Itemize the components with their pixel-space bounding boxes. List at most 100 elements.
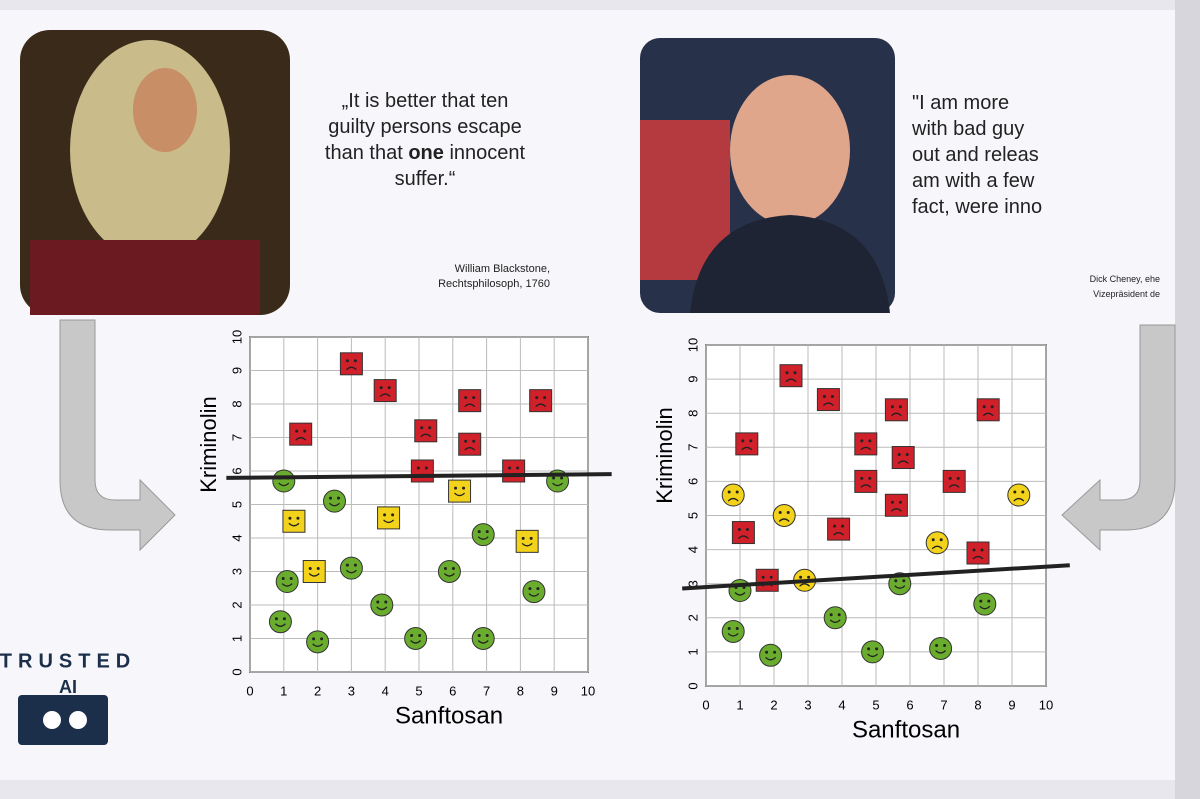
marker [377, 506, 401, 530]
eye [948, 476, 952, 480]
eye [443, 567, 447, 570]
x-axis-label: Sanftosan [395, 702, 503, 729]
data-point [884, 398, 908, 422]
quote-line: out and releas [912, 142, 1042, 168]
data-point [289, 422, 313, 446]
data-point [437, 560, 461, 583]
eye [868, 439, 872, 443]
eye [778, 511, 782, 514]
x-tick-label: 9 [1008, 697, 1015, 712]
eye [295, 429, 299, 433]
eye [274, 617, 278, 621]
data-point [448, 479, 472, 503]
marker [823, 606, 847, 630]
eye [376, 600, 380, 604]
mouth [420, 433, 432, 438]
y-tick-label: 5 [685, 512, 700, 519]
eye [472, 439, 476, 443]
eye [508, 466, 512, 470]
data-point [522, 580, 546, 604]
marker [323, 489, 346, 513]
quote-text: guilty persons escape [328, 116, 522, 138]
y-tick-label: 3 [685, 580, 700, 587]
data-point [731, 521, 755, 545]
x-tick-label: 1 [736, 697, 743, 712]
author-text: Vizepräsident de [1093, 289, 1160, 299]
eye [420, 426, 424, 430]
eye [860, 439, 864, 443]
x-tick-label: 6 [906, 697, 913, 712]
y-tick-label: 0 [685, 682, 700, 689]
eye [477, 530, 481, 534]
logo-top: TRUSTED [0, 650, 136, 672]
eye [464, 396, 468, 400]
mouth [737, 535, 749, 540]
mouth [443, 573, 455, 577]
y-tick-label: 10 [685, 338, 700, 352]
eye [462, 486, 466, 490]
eye [987, 599, 991, 603]
data-point [755, 568, 779, 592]
mouth [376, 606, 388, 611]
robot [18, 695, 108, 745]
x-axis-label: Sanftosan [852, 716, 960, 743]
y-tick-label: 7 [685, 444, 700, 451]
eye [956, 476, 960, 480]
mouth [383, 519, 395, 524]
eye [1013, 490, 1017, 494]
eye [765, 650, 769, 654]
x-tick-label: 0 [702, 697, 709, 712]
x-tick-label: 1 [280, 683, 287, 698]
data-point [884, 493, 908, 517]
data-point [339, 556, 363, 580]
y-tick-label: 1 [229, 635, 244, 642]
eye [424, 466, 428, 470]
marker [306, 630, 330, 654]
marker [515, 529, 539, 553]
eye [749, 439, 753, 443]
marker [1007, 483, 1031, 507]
eye [308, 567, 312, 570]
mouth [765, 656, 777, 661]
eye [867, 647, 871, 651]
marker [502, 459, 526, 483]
mouth [890, 412, 902, 417]
eye [320, 637, 324, 641]
data-point [323, 489, 346, 513]
mouth [935, 650, 947, 654]
mouth [295, 437, 307, 441]
eye [807, 575, 811, 579]
mouth [274, 623, 286, 627]
data-point [759, 643, 783, 667]
quote-line: am with a few [912, 168, 1042, 194]
mouth [860, 446, 872, 451]
eye [485, 634, 489, 637]
quote-text: one [408, 142, 444, 164]
mouth [778, 518, 790, 522]
y-tick-label: 1 [685, 648, 700, 655]
eye [841, 524, 845, 528]
author-left: William Blackstone, Rechtsphilosoph, 1760 [380, 262, 550, 292]
quote-text: suffer.“ [394, 168, 456, 190]
marker [268, 610, 292, 634]
x-tick-label: 0 [246, 683, 253, 698]
x-tick-label: 4 [838, 697, 845, 712]
eye [982, 405, 986, 409]
mouth [308, 573, 320, 577]
author-text: Dick Cheney, ehe [1089, 274, 1160, 284]
mouth [982, 412, 994, 417]
data-point [370, 593, 394, 617]
marker [884, 398, 908, 422]
data-point [373, 379, 397, 403]
quote-line: suffer.“ [300, 166, 550, 192]
mouth [477, 536, 489, 540]
x-tick-label: 5 [872, 697, 879, 712]
mouth [799, 583, 811, 587]
mouth [379, 393, 391, 398]
eye [769, 575, 773, 579]
eye [727, 490, 731, 494]
eye [345, 563, 349, 567]
data-point [471, 627, 495, 650]
data-point [891, 446, 915, 470]
y-axis-label: Kriminolin [652, 407, 677, 504]
